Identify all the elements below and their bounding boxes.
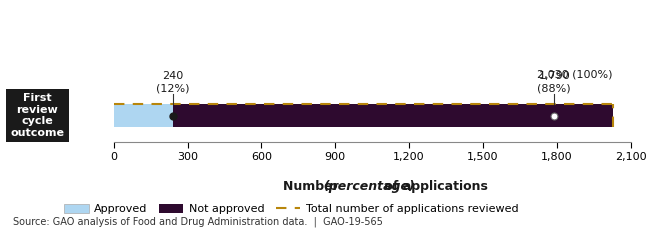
Text: First
review
cycle
outcome: First review cycle outcome	[10, 93, 64, 138]
Bar	[114, 104, 173, 127]
Text: Source: GAO analysis of Food and Drug Administration data.  |  GAO-19-565: Source: GAO analysis of Food and Drug Ad…	[13, 216, 383, 227]
Text: 2,030 (100%): 2,030 (100%)	[536, 69, 612, 79]
Bar	[114, 104, 614, 127]
Text: 240
(12%): 240 (12%)	[156, 71, 190, 93]
Text: (percentage): (percentage)	[323, 180, 415, 193]
Text: of applications: of applications	[380, 180, 488, 193]
Text: 1,790
(88%): 1,790 (88%)	[538, 71, 571, 93]
Text: Number: Number	[283, 180, 343, 193]
Legend: Approved, Not approved, Total number of applications reviewed: Approved, Not approved, Total number of …	[60, 199, 523, 218]
